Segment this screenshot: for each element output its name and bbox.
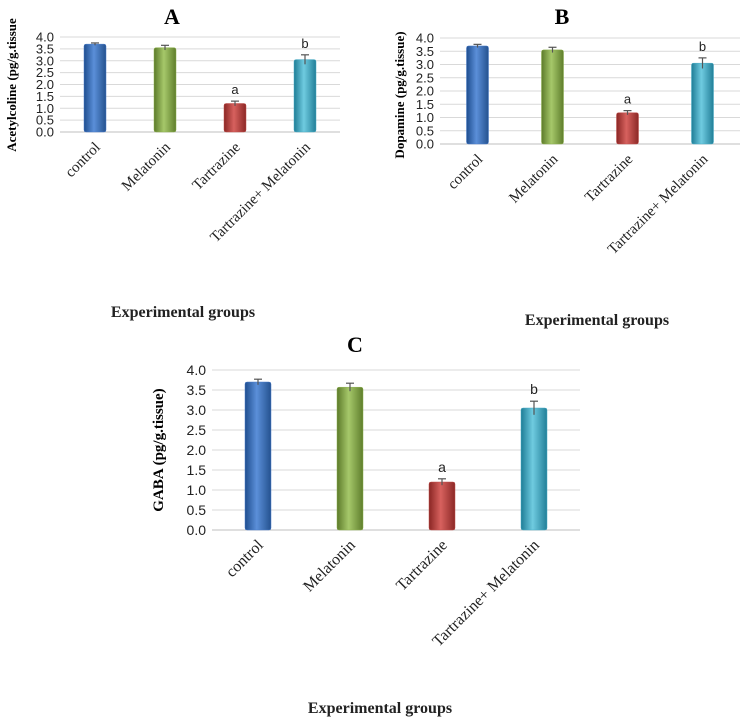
bar-2 [336,386,364,531]
y-tick-label: 3.0 [187,402,207,418]
x-tick-label: Melatonin [506,151,561,206]
x-tick-label: Melatonin [119,139,174,194]
y-tick-label: 1.0 [187,482,207,498]
y-axis-title: Dopamine (pg/g.tissue) [392,31,407,158]
x-tick-label: Melatonin [300,537,359,596]
x-axis-title: Experimental groups [308,700,452,717]
x-tick-label: Tartrazine [393,537,451,595]
y-axis-title: GABA (pg/g.tissue) [151,388,167,511]
y-tick-label: 3.5 [187,382,207,398]
x-tick-label: control [445,152,486,193]
y-tick-label: 4.0 [187,362,207,378]
chart-panel-b: B 0.00.51.01.52.02.53.03.54.0 Dopamine (pg… [392,4,740,329]
bar-3 [223,103,247,133]
chart-panel-c: C 0.0 0.5 1.0 1.5 2.0 2.5 3.0 3.5 4.0 GABA (pg/g.t… [151,332,580,717]
bar-4 [520,407,548,531]
y-tick-label: 4.0 [36,30,54,45]
y-tick-label: 0.5 [416,123,434,138]
y-tick-label: 1.5 [187,462,207,478]
bar-2 [153,47,177,133]
y-tick-label: 2.5 [187,422,207,438]
y-tick-label: 2.0 [416,84,434,99]
y-tick-label: 2.0 [187,442,207,458]
significance-label: b [530,381,538,397]
bar-3 [616,112,639,145]
y-tick-label: 0.5 [187,502,207,518]
y-tick-label: 1.0 [36,101,54,116]
bar-1 [466,45,489,145]
x-axis-title: Experimental groups [111,304,255,321]
y-tick-label: 1.5 [36,89,54,104]
x-tick-label: Tartrazine [190,139,244,193]
y-tick-label: 0.5 [36,113,54,128]
y-tick-label: 2.0 [36,77,54,92]
bar-1 [83,43,107,133]
y-tick-label: 3.5 [416,44,434,59]
y-tick-label: 0.0 [416,137,434,152]
y-tick-label: 1.0 [416,110,434,125]
y-tick-label: 0.0 [187,522,207,538]
y-tick-label: 3.0 [416,57,434,72]
bar-3 [428,481,456,531]
significance-label: b [301,36,308,51]
y-axis-title: Acetylcoline (pg/g.tissue [4,18,19,152]
x-tick-label: control [62,140,103,181]
bar-1 [244,381,272,531]
chart-panel-a: A 0.00.51.01.52.02.53.03.54.0 Acetylcoline… [4,4,340,321]
bar-2 [541,49,564,145]
significance-label: a [231,82,239,97]
x-tick-label: Tartrazine+ Melatonin [429,537,542,650]
x-axis-title: Experimental groups [525,312,669,329]
bar-4 [293,59,317,133]
y-tick-label: 1.5 [416,97,434,112]
panel-letter: C [347,332,363,357]
significance-label: b [699,39,706,54]
x-tick-label: control [223,536,267,580]
y-tick-label: 3.0 [36,53,54,68]
y-tick-label: 2.5 [36,65,54,80]
significance-label: a [624,92,632,107]
y-tick-label: 4.0 [416,31,434,46]
y-tick-label: 2.5 [416,70,434,85]
y-tick-label: 0.0 [36,125,54,140]
y-tick-label: 3.5 [36,41,54,56]
bar-4 [691,62,714,145]
significance-label: a [438,459,446,475]
panel-letter: A [164,4,180,29]
x-tick-label: Tartrazine [582,151,636,205]
panel-letter: B [555,4,570,29]
